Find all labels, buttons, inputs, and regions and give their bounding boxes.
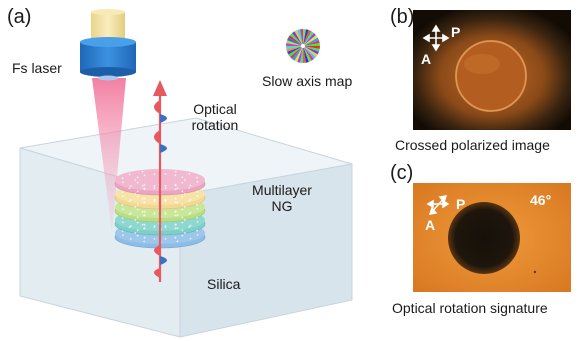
panel-b-caption: Crossed polarized image xyxy=(395,137,550,153)
panel-c-caption: Optical rotation signature xyxy=(392,300,548,316)
analyzer-a-label-b: A xyxy=(421,51,432,67)
panel-label-a: (a) xyxy=(7,6,32,28)
fs-laser-icon xyxy=(80,9,136,81)
polarizer-axes-icon-b xyxy=(422,24,450,52)
panel-label-b: (b) xyxy=(390,6,415,28)
optical-rotation-image xyxy=(413,183,571,292)
polarizer-p-label-b: P xyxy=(451,24,461,40)
polarizer-p-label-c: P xyxy=(456,196,466,212)
multilayer-ng-label: Multilayer NG xyxy=(241,182,323,214)
fs-laser-label: Fs laser xyxy=(12,60,62,76)
silica-label: Silica xyxy=(207,276,241,292)
multilayer-ng-line-2: NG xyxy=(271,198,293,214)
rotation-angle-label: 46° xyxy=(530,192,552,208)
optical-rotation-line-2: rotation xyxy=(191,117,239,133)
panel-label-c: (c) xyxy=(390,162,414,184)
crossed-polarized-image xyxy=(413,10,571,130)
slow-axis-map-icon xyxy=(286,29,320,63)
optical-rotation-label: Optical rotation xyxy=(180,101,250,133)
analyzer-a-label-c: A xyxy=(425,217,436,233)
optical-rotation-line-1: Optical xyxy=(193,101,237,117)
slow-axis-map-label: Slow axis map xyxy=(262,73,353,89)
optical-rotation-wave xyxy=(153,80,167,282)
polarizer-axes-icon-c xyxy=(426,195,450,215)
laser-beam xyxy=(92,78,126,232)
multilayer-ng-line-1: Multilayer xyxy=(252,182,312,198)
